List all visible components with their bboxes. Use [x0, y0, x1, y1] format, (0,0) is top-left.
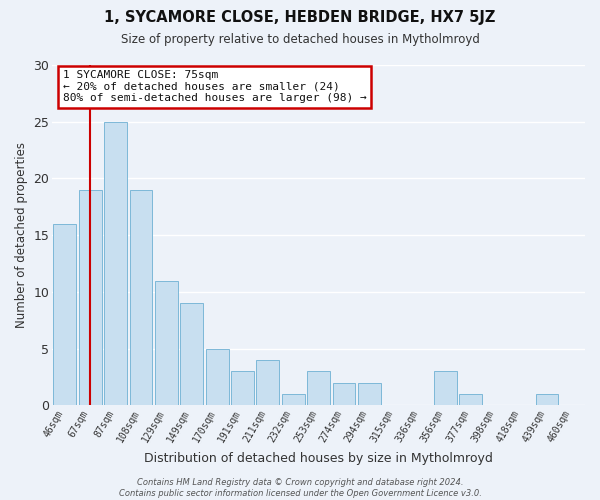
- Bar: [206, 348, 229, 406]
- Bar: [155, 280, 178, 406]
- Bar: [181, 304, 203, 406]
- Bar: [536, 394, 559, 406]
- Bar: [231, 372, 254, 406]
- Bar: [282, 394, 305, 406]
- X-axis label: Distribution of detached houses by size in Mytholmroyd: Distribution of detached houses by size …: [144, 452, 493, 465]
- Text: 1, SYCAMORE CLOSE, HEBDEN BRIDGE, HX7 5JZ: 1, SYCAMORE CLOSE, HEBDEN BRIDGE, HX7 5J…: [104, 10, 496, 25]
- Bar: [256, 360, 279, 406]
- Bar: [434, 372, 457, 406]
- Bar: [460, 394, 482, 406]
- Bar: [307, 372, 330, 406]
- Y-axis label: Number of detached properties: Number of detached properties: [15, 142, 28, 328]
- Bar: [104, 122, 127, 406]
- Text: 1 SYCAMORE CLOSE: 75sqm
← 20% of detached houses are smaller (24)
80% of semi-de: 1 SYCAMORE CLOSE: 75sqm ← 20% of detache…: [63, 70, 367, 103]
- Text: Contains HM Land Registry data © Crown copyright and database right 2024.
Contai: Contains HM Land Registry data © Crown c…: [119, 478, 481, 498]
- Text: Size of property relative to detached houses in Mytholmroyd: Size of property relative to detached ho…: [121, 32, 479, 46]
- Bar: [53, 224, 76, 406]
- Bar: [79, 190, 101, 406]
- Bar: [130, 190, 152, 406]
- Bar: [358, 382, 381, 406]
- Bar: [332, 382, 355, 406]
